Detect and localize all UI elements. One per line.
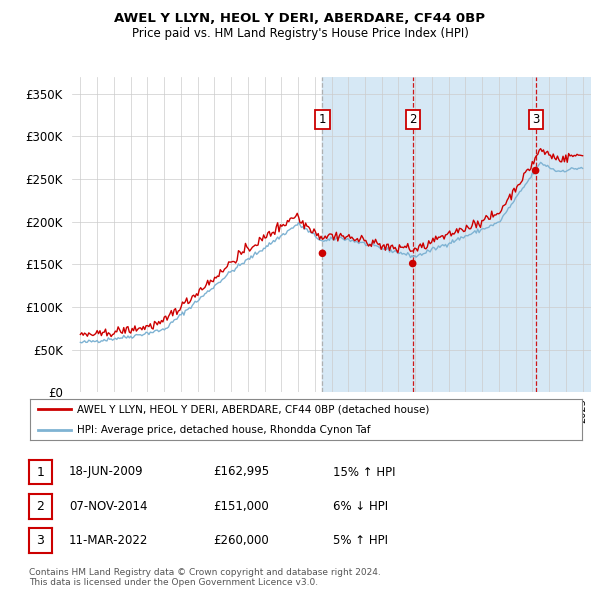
Bar [413,77,536,392]
Text: 18-JUN-2009: 18-JUN-2009 [69,466,143,478]
Point [317,248,327,258]
Bar [322,77,413,392]
Text: 3: 3 [532,113,539,126]
Point [531,166,541,175]
Text: 2: 2 [36,500,44,513]
Text: 5% ↑ HPI: 5% ↑ HPI [333,534,388,547]
Text: HPI: Average price, detached house, Rhondda Cynon Taf: HPI: Average price, detached house, Rhon… [77,425,370,434]
Text: AWEL Y LLYN, HEOL Y DERI, ABERDARE, CF44 0BP (detached house): AWEL Y LLYN, HEOL Y DERI, ABERDARE, CF44… [77,405,429,414]
Text: 1: 1 [36,466,44,478]
Text: 15% ↑ HPI: 15% ↑ HPI [333,466,395,478]
Text: This data is licensed under the Open Government Licence v3.0.: This data is licensed under the Open Gov… [29,578,318,587]
Text: Price paid vs. HM Land Registry's House Price Index (HPI): Price paid vs. HM Land Registry's House … [131,27,469,40]
Text: 6% ↓ HPI: 6% ↓ HPI [333,500,388,513]
Text: 2: 2 [409,113,416,126]
Text: £162,995: £162,995 [213,466,269,478]
Text: 11-MAR-2022: 11-MAR-2022 [69,534,148,547]
Text: 1: 1 [319,113,326,126]
Text: 07-NOV-2014: 07-NOV-2014 [69,500,148,513]
Point [408,259,418,268]
Text: £151,000: £151,000 [213,500,269,513]
Bar [536,77,591,392]
Text: 3: 3 [36,534,44,547]
Text: Contains HM Land Registry data © Crown copyright and database right 2024.: Contains HM Land Registry data © Crown c… [29,568,380,577]
Text: AWEL Y LLYN, HEOL Y DERI, ABERDARE, CF44 0BP: AWEL Y LLYN, HEOL Y DERI, ABERDARE, CF44… [115,12,485,25]
Text: £260,000: £260,000 [213,534,269,547]
